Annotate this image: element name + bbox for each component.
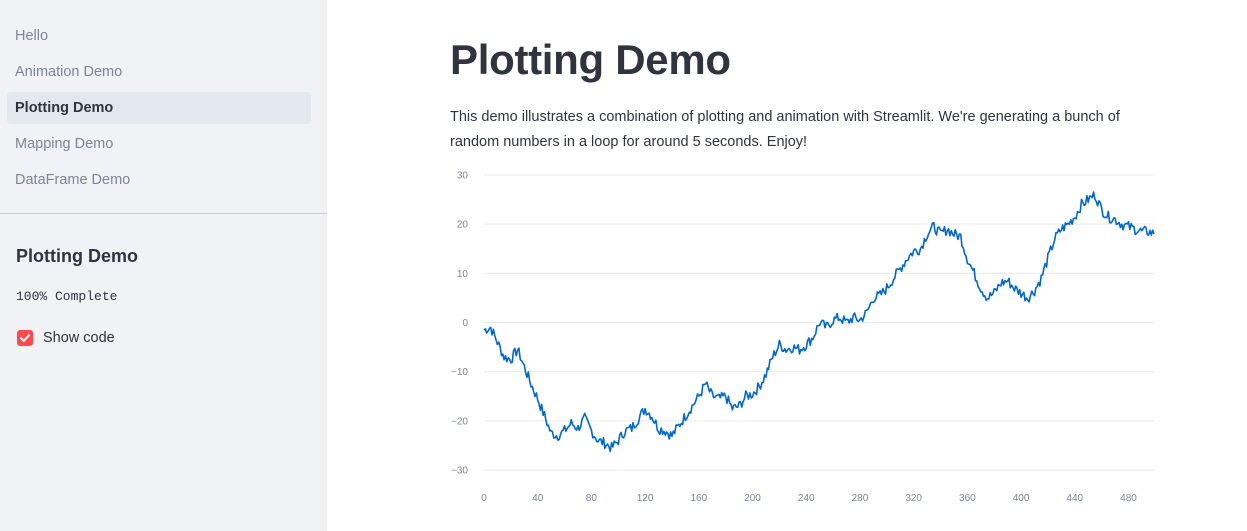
- sidebar: Hello Animation Demo Plotting Demo Mappi…: [0, 0, 327, 531]
- x-tick-label: 200: [744, 493, 761, 504]
- line-chart: 30 20 10 0 −10 −20 −30 0 40 80 120 160 200 240 280 320…: [451, 171, 1155, 504]
- page-description: This demo illustrates a combination of p…: [450, 109, 1120, 150]
- sidebar-nav: Hello Animation Demo Plotting Demo Mappi…: [7, 20, 311, 200]
- sidebar-header: Plotting Demo: [16, 246, 138, 266]
- x-tick-label: 120: [637, 493, 654, 504]
- y-tick-label: 30: [457, 171, 469, 182]
- x-tick-label: 240: [798, 493, 815, 504]
- x-tick-label: 480: [1120, 493, 1137, 504]
- y-axis: 30 20 10 0 −10 −20 −30: [451, 171, 468, 477]
- x-tick-label: 440: [1066, 493, 1083, 504]
- sidebar-item-animation-demo[interactable]: Animation Demo: [15, 64, 123, 80]
- x-tick-label: 280: [852, 493, 869, 504]
- show-code-label: Show code: [43, 330, 115, 346]
- x-tick-label: 80: [586, 493, 598, 504]
- series-line: [483, 191, 1155, 453]
- show-code-checkbox[interactable]: Show code: [17, 328, 115, 348]
- sidebar-item-hello[interactable]: Hello: [15, 28, 49, 44]
- main-content: Plotting Demo This demo illustrates a co…: [327, 0, 1247, 531]
- progress-text: 100% Complete: [16, 289, 118, 304]
- page-title: Plotting Demo: [450, 36, 731, 83]
- x-tick-label: 160: [690, 493, 707, 504]
- y-tick-label: −10: [451, 367, 468, 378]
- y-tick-label: 0: [462, 318, 468, 329]
- sidebar-item-plotting-demo[interactable]: Plotting Demo: [7, 92, 311, 124]
- y-tick-label: 10: [457, 269, 469, 280]
- sidebar-item-dataframe-demo[interactable]: DataFrame Demo: [15, 172, 131, 188]
- y-tick-label: −20: [451, 416, 468, 427]
- y-tick-label: −30: [451, 466, 468, 477]
- y-tick-label: 20: [457, 220, 469, 231]
- sidebar-divider: [0, 213, 327, 214]
- checkmark-icon: [20, 334, 30, 342]
- x-tick-label: 320: [905, 493, 922, 504]
- checkbox-checked-icon[interactable]: [17, 330, 33, 346]
- x-tick-label: 40: [532, 493, 544, 504]
- x-tick-label: 360: [959, 493, 976, 504]
- chart-gridlines: [484, 174, 1154, 471]
- x-tick-label: 0: [481, 493, 487, 504]
- x-tick-label: 400: [1013, 493, 1030, 504]
- sidebar-item-mapping-demo[interactable]: Mapping Demo: [15, 136, 114, 152]
- x-axis: 0 40 80 120 160 200 240 280 320 360 400 440 480: [481, 493, 1137, 504]
